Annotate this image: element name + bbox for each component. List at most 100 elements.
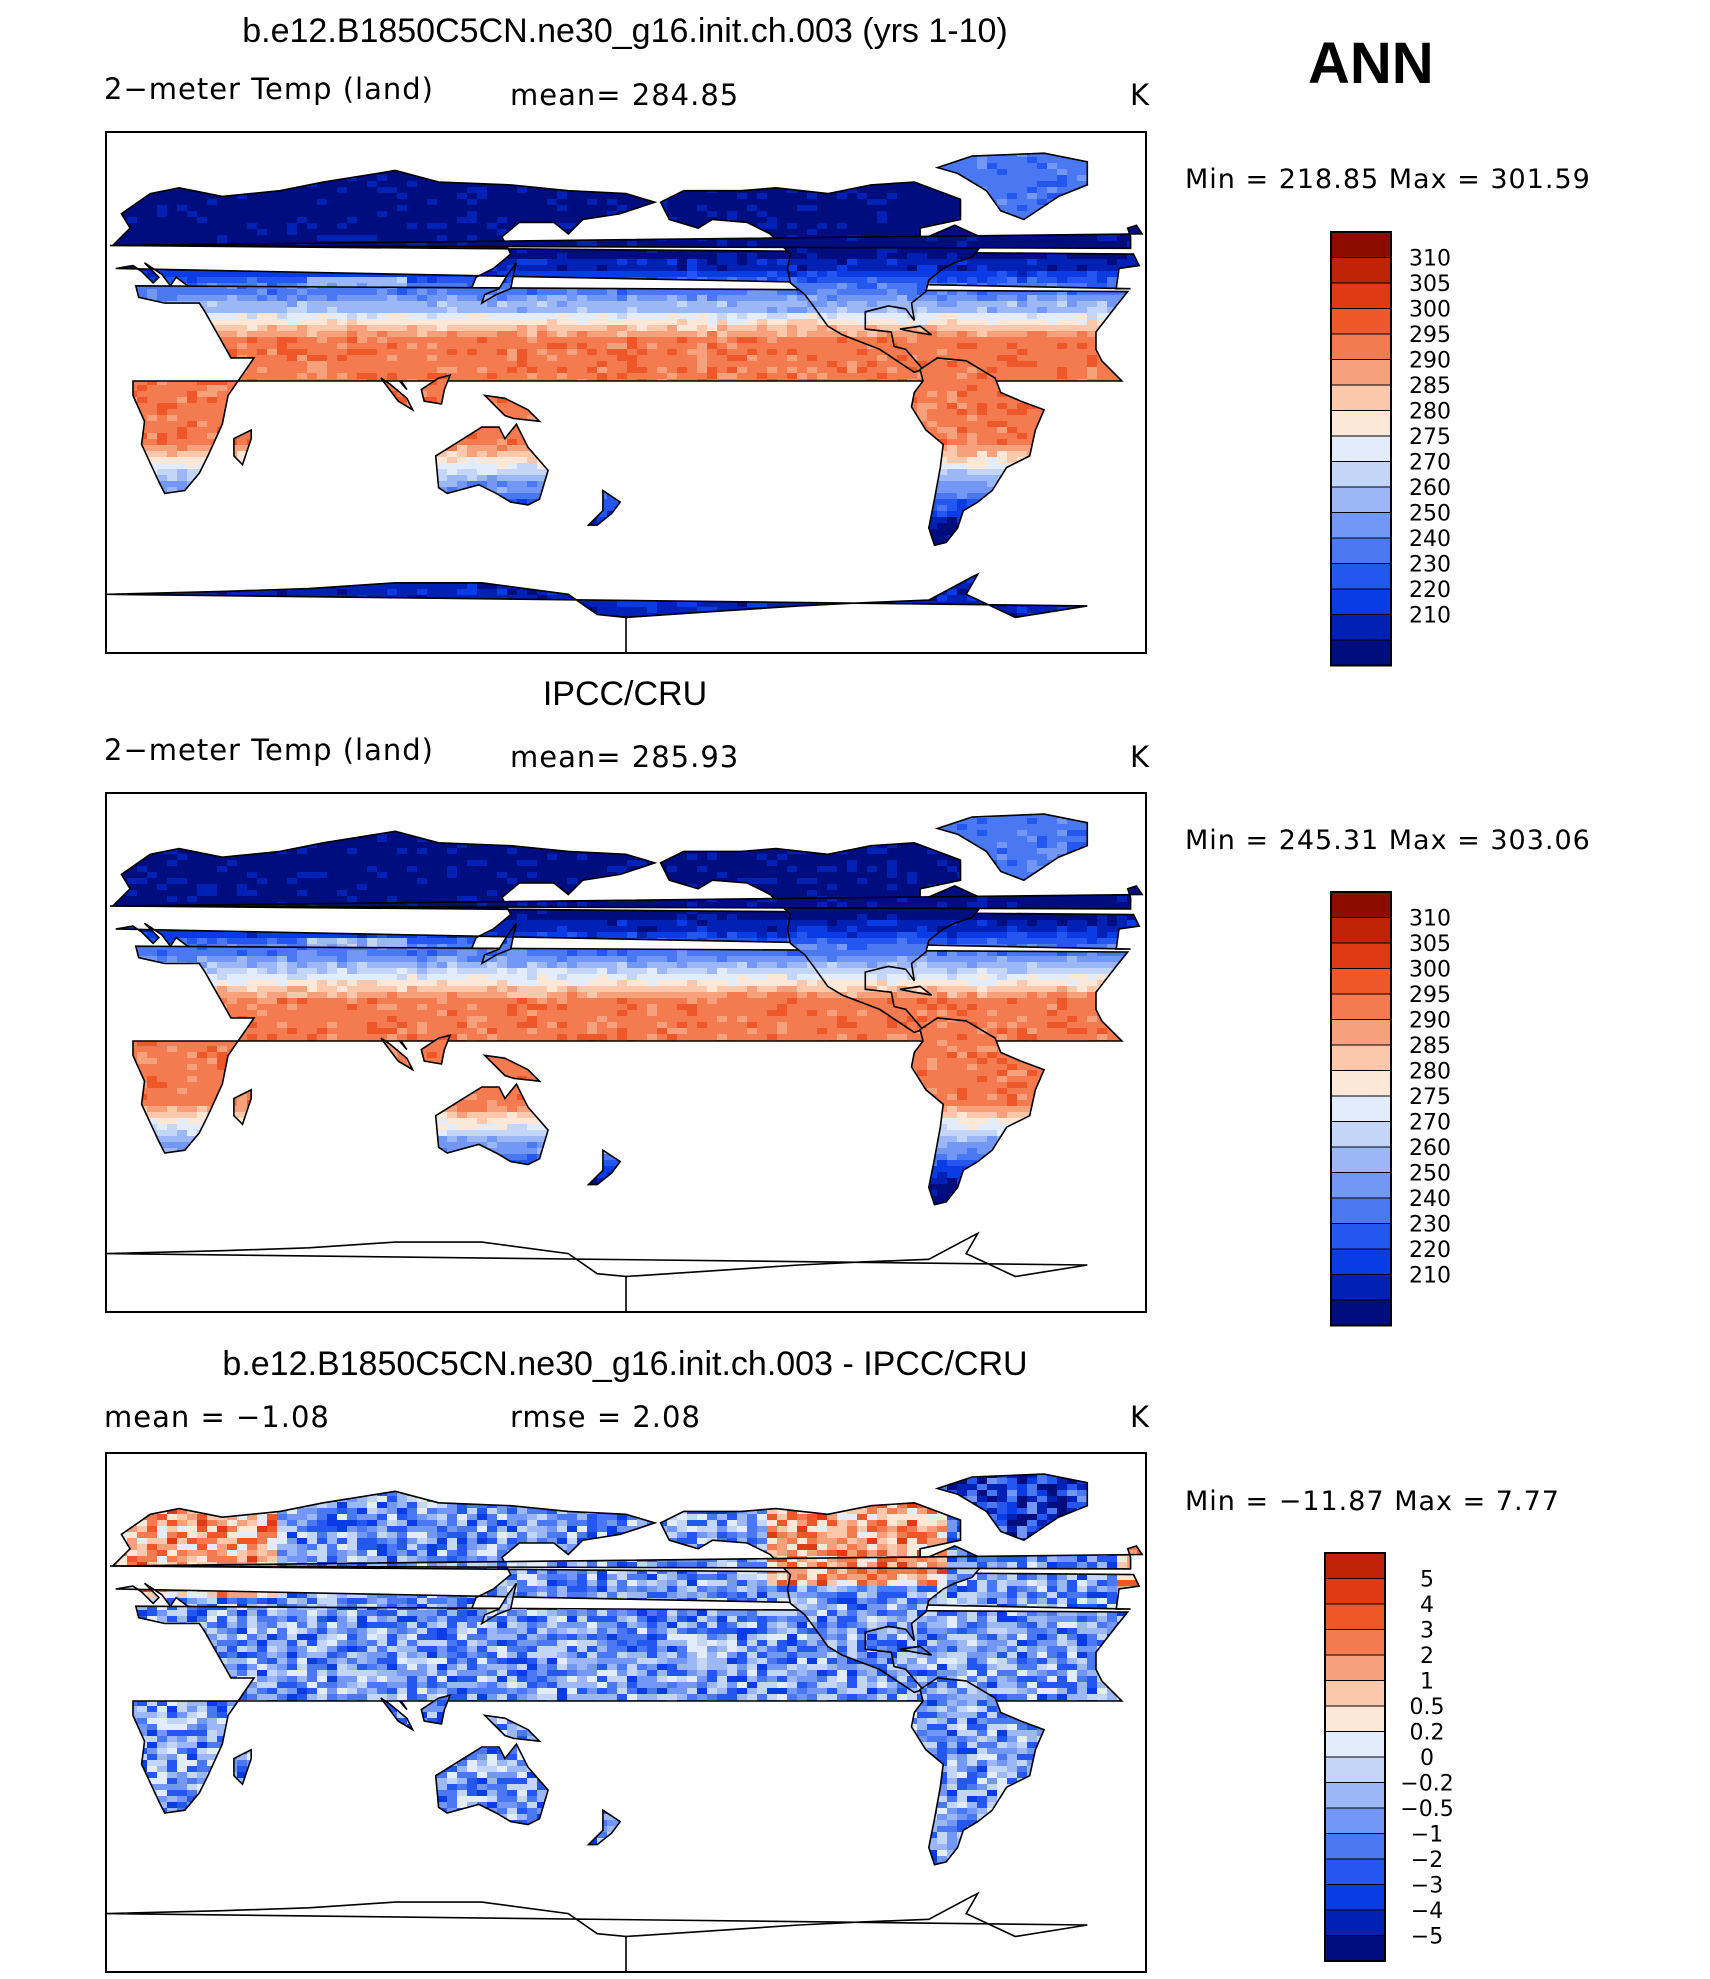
colorbar-3-label: −5 [1411, 1925, 1443, 1950]
colorbar-2-box-4 [1330, 993, 1392, 1020]
colorbar-1-box-13 [1330, 563, 1392, 590]
map-3-coastline-samerica [910, 1677, 1046, 1866]
colorbar-1-box-2 [1330, 282, 1392, 309]
colorbar-1-box-1 [1330, 257, 1392, 284]
map-1-coastline-namerica [659, 181, 988, 374]
colorbar-3-label: 0.2 [1410, 1721, 1445, 1746]
colorbar-1-box-3 [1330, 308, 1392, 335]
map-1-coastline-newguinea [482, 394, 542, 423]
panel-2-minmax: Min = 245.31 Max = 303.06 [1185, 825, 1591, 856]
panel-1-map-svg [107, 152, 1144, 652]
map-2-coastline-greenland [934, 813, 1089, 882]
colorbar-3-box-15 [1324, 1935, 1386, 1962]
colorbar-3-label: −2 [1411, 1848, 1443, 1873]
panel-1-minmax: Min = 218.85 Max = 301.59 [1185, 164, 1591, 195]
colorbar-1-box-12 [1330, 537, 1392, 564]
colorbar-2-box-13 [1330, 1223, 1392, 1250]
map-3-coastline-newguinea [482, 1714, 542, 1743]
colorbar-3-label: 0.5 [1410, 1695, 1445, 1720]
colorbar-3-label: 4 [1420, 1593, 1434, 1618]
colorbar-1-label: 295 [1409, 323, 1451, 348]
colorbar-3-box-0 [1324, 1552, 1386, 1579]
panel-2-colorbar-svg: 3103053002952902852802752702602502402302… [1330, 891, 1451, 1327]
map-3-coastline-borneo [420, 1694, 452, 1725]
colorbar-2-box-11 [1330, 1172, 1392, 1199]
colorbar-1-label: 300 [1409, 298, 1451, 323]
map-3-land-samerica [911, 1678, 1045, 1865]
panel-3-map-svg [107, 1473, 1144, 1971]
colorbar-2-box-6 [1330, 1044, 1392, 1071]
colorbar-1-label: 220 [1409, 578, 1451, 603]
colorbar-1-box-8 [1330, 435, 1392, 462]
colorbar-1-box-0 [1330, 231, 1392, 258]
colorbar-2-box-15 [1330, 1274, 1392, 1301]
colorbar-3-box-9 [1324, 1782, 1386, 1809]
map-3-coastline-japan [480, 1582, 518, 1626]
colorbar-2-box-14 [1330, 1248, 1392, 1275]
map-2-coastline-sumatra [380, 1037, 415, 1072]
map-2-coastline-britain [109, 884, 1144, 910]
map-2-coastline-cuba [899, 985, 933, 996]
colorbar-2-label: 230 [1409, 1213, 1451, 1238]
colorbar-1-label: 270 [1409, 451, 1451, 476]
colorbar-2-label: 305 [1409, 932, 1451, 957]
colorbar-3-box-10 [1324, 1807, 1386, 1834]
colorbar-3-label: 2 [1420, 1644, 1434, 1669]
colorbar-2-label: 210 [1409, 1264, 1451, 1289]
map-2-land-samerica [911, 1018, 1045, 1205]
panel-2-variable-label: 2−meter Temp (land) [104, 733, 434, 767]
panel-3-rmse-label: rmse = 2.08 [510, 1400, 701, 1434]
colorbar-3-label: 5 [1420, 1568, 1434, 1593]
colorbar-1-label: 310 [1409, 247, 1451, 272]
map-2-coastline-nz [586, 1148, 622, 1186]
colorbar-1-label: 290 [1409, 349, 1451, 374]
map-2-coastline-newguinea [482, 1054, 542, 1083]
colorbar-1-box-15 [1330, 614, 1392, 641]
colorbar-2-box-9 [1330, 1121, 1392, 1148]
map-1-coastline-australia [434, 422, 549, 506]
panel-2-title: IPCC/CRU [0, 675, 1250, 714]
colorbar-3-box-8 [1324, 1756, 1386, 1783]
map-2-coastline-australia [434, 1082, 549, 1166]
map-1-coastline-sumatra [380, 377, 415, 412]
colorbar-2-label: 300 [1409, 958, 1451, 983]
colorbar-1-box-9 [1330, 461, 1392, 488]
colorbar-2-label: 250 [1409, 1162, 1451, 1187]
colorbar-2-label: 280 [1409, 1060, 1451, 1085]
map-2-coastline-japan [480, 922, 518, 966]
panel-2-colorbar: 310 305 300 295 290 285 280 275 270 260 250 240 230 2… [1330, 891, 1531, 1327]
colorbar-1-label: 230 [1409, 553, 1451, 578]
colorbar-2-label: 240 [1409, 1187, 1451, 1212]
panel-2-map [105, 792, 1147, 1313]
map-1-coastline-antarctica [107, 572, 1088, 652]
panel-1-mean-label: mean= 284.85 [510, 78, 739, 112]
colorbar-3-box-5 [1324, 1680, 1386, 1707]
map-3-coastline-australia [434, 1742, 549, 1826]
colorbar-3-label: −3 [1411, 1874, 1443, 1899]
map-2-land-australia [435, 1084, 549, 1165]
colorbar-1-box-4 [1330, 333, 1392, 360]
map-3-land-australia [435, 1744, 549, 1825]
colorbar-1-label: 305 [1409, 272, 1451, 297]
colorbar-1-label: 250 [1409, 502, 1451, 527]
map-1-coastline-samerica [910, 357, 1046, 547]
colorbar-2-box-5 [1330, 1019, 1392, 1046]
colorbar-2-box-10 [1330, 1146, 1392, 1173]
colorbar-2-box-7 [1330, 1070, 1392, 1097]
colorbar-1-label: 210 [1409, 604, 1451, 629]
colorbar-2-label: 270 [1409, 1111, 1451, 1136]
map-3-coastline-nz [586, 1808, 622, 1846]
colorbar-2-label: 295 [1409, 983, 1451, 1008]
map-3-coastline-britain [109, 1544, 1144, 1570]
map-1-coastline-madagascar [233, 428, 252, 467]
colorbar-1-box-16 [1330, 639, 1392, 666]
map-2-coastline-madagascar [233, 1088, 252, 1126]
panel-1-title: b.e12.B1850C5CN.ne30_g16.init.ch.003 (yr… [0, 12, 1250, 51]
colorbar-2-label: 220 [1409, 1238, 1451, 1263]
panel-3-units: K [1130, 1400, 1150, 1434]
season-label: ANN [1308, 30, 1434, 97]
colorbar-3-label: 1 [1420, 1670, 1434, 1695]
panel-3-mean-label: mean = −1.08 [104, 1400, 330, 1434]
colorbar-2-box-8 [1330, 1095, 1392, 1122]
